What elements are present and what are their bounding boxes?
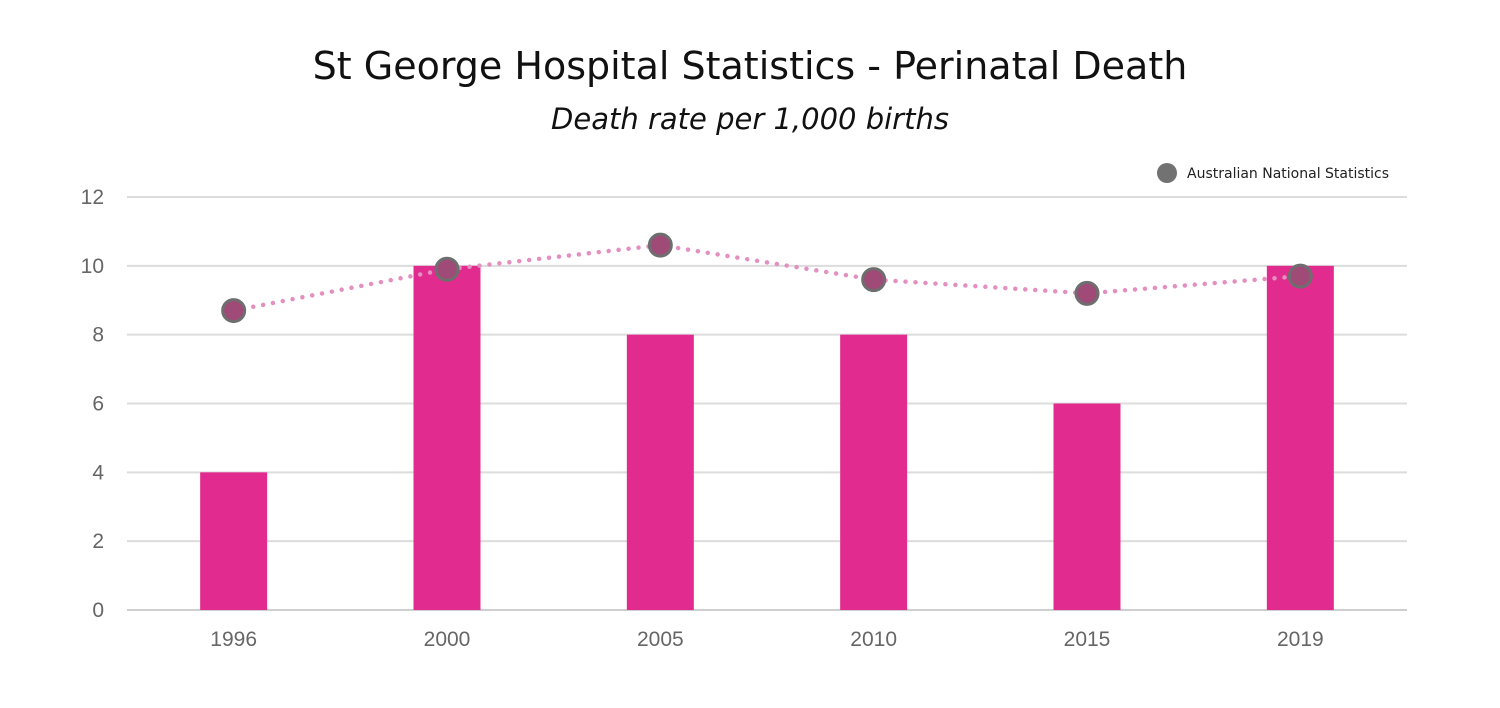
data-point bbox=[1287, 263, 1313, 289]
x-tick-label: 2019 bbox=[1277, 628, 1324, 651]
x-tick-label: 2015 bbox=[1064, 628, 1111, 651]
x-tick-label: 2000 bbox=[424, 628, 471, 651]
legend-label: Australian National Statistics bbox=[1187, 166, 1389, 182]
bar bbox=[200, 472, 268, 610]
x-tick-label: 2010 bbox=[850, 628, 897, 651]
bar bbox=[413, 265, 481, 610]
chart-subtitle: Death rate per 1,000 births bbox=[551, 102, 949, 136]
legend-marker bbox=[1157, 163, 1177, 183]
y-tick-label: 10 bbox=[81, 255, 104, 278]
bar bbox=[626, 334, 694, 610]
y-tick-label: 4 bbox=[92, 461, 104, 484]
bar bbox=[1053, 403, 1121, 610]
y-tick-label: 6 bbox=[92, 393, 104, 416]
chart-title: St George Hospital Statistics - Perinata… bbox=[312, 44, 1188, 88]
data-point bbox=[221, 298, 247, 324]
y-tick-label: 12 bbox=[81, 186, 104, 209]
data-point bbox=[434, 256, 460, 282]
bar bbox=[1266, 265, 1334, 610]
bar bbox=[840, 334, 908, 610]
legend: Australian National Statistics bbox=[1157, 163, 1389, 183]
data-point bbox=[861, 267, 887, 293]
y-tick-label: 8 bbox=[92, 324, 104, 347]
data-point bbox=[1074, 280, 1100, 306]
y-tick-label: 2 bbox=[92, 530, 104, 553]
x-tick-label: 2005 bbox=[637, 628, 684, 651]
data-point bbox=[647, 232, 673, 258]
y-tick-label: 0 bbox=[92, 599, 104, 622]
series-line bbox=[231, 242, 1303, 313]
x-tick-label: 1996 bbox=[210, 628, 257, 651]
